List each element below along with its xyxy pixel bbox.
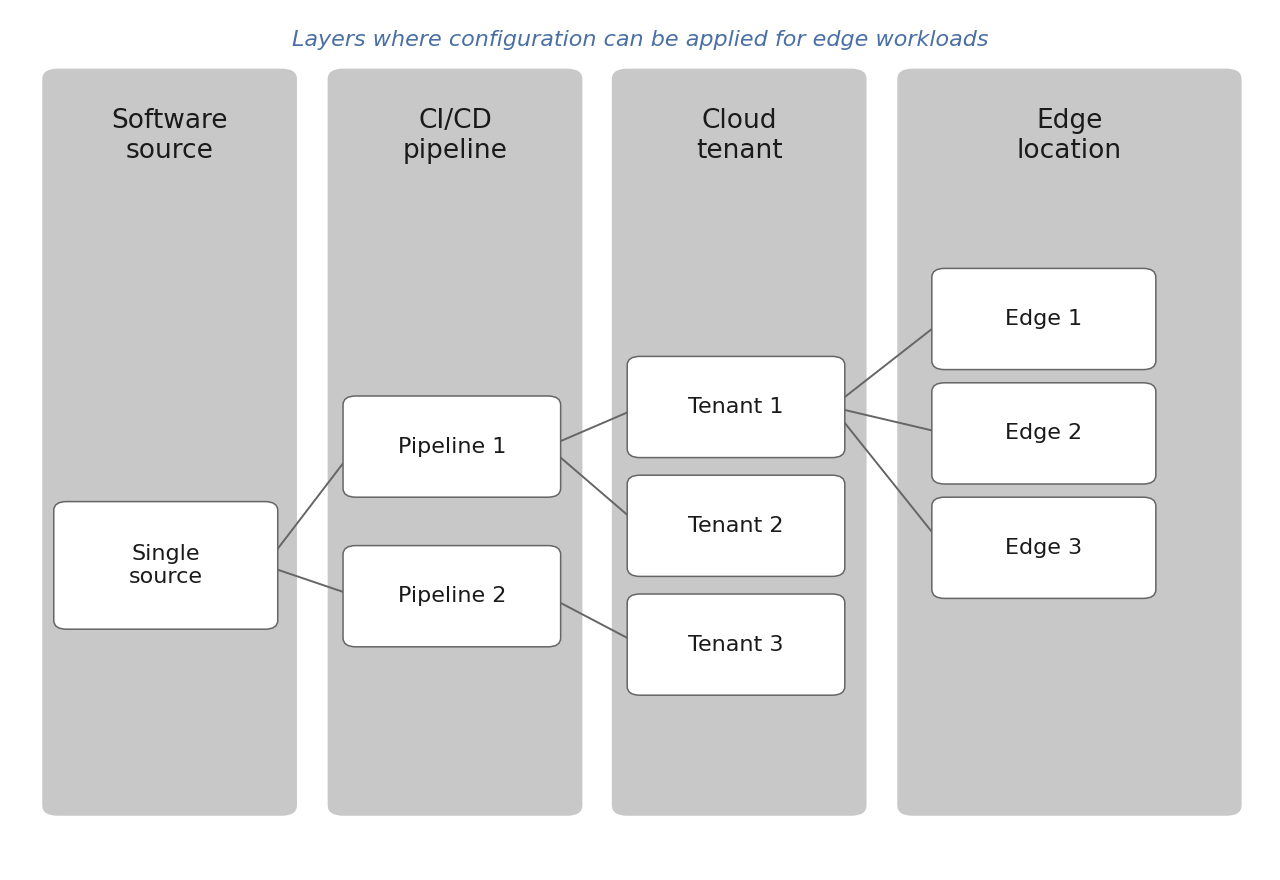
Text: Pipeline 2: Pipeline 2 — [398, 586, 506, 606]
Text: Tenant 2: Tenant 2 — [689, 516, 783, 536]
Text: Tenant 3: Tenant 3 — [689, 634, 783, 655]
FancyBboxPatch shape — [932, 383, 1156, 484]
Text: Pipeline 1: Pipeline 1 — [398, 436, 506, 457]
Text: Edge
location: Edge location — [1016, 108, 1123, 165]
FancyBboxPatch shape — [343, 546, 561, 647]
Text: Edge 2: Edge 2 — [1005, 423, 1083, 444]
FancyBboxPatch shape — [42, 69, 297, 816]
Text: Cloud
tenant: Cloud tenant — [696, 108, 782, 165]
FancyBboxPatch shape — [612, 69, 867, 816]
FancyBboxPatch shape — [627, 356, 845, 458]
FancyBboxPatch shape — [54, 502, 278, 629]
FancyBboxPatch shape — [343, 396, 561, 497]
Text: Edge 1: Edge 1 — [1005, 309, 1083, 329]
FancyBboxPatch shape — [897, 69, 1242, 816]
Text: Edge 3: Edge 3 — [1005, 538, 1083, 558]
Text: Software
source: Software source — [111, 108, 228, 165]
Text: CI/CD
pipeline: CI/CD pipeline — [403, 108, 507, 165]
FancyBboxPatch shape — [932, 268, 1156, 370]
FancyBboxPatch shape — [328, 69, 582, 816]
Text: Single
source: Single source — [129, 544, 202, 587]
Text: Layers where configuration can be applied for edge workloads: Layers where configuration can be applie… — [292, 30, 988, 49]
Text: Tenant 1: Tenant 1 — [689, 397, 783, 417]
FancyBboxPatch shape — [627, 475, 845, 576]
FancyBboxPatch shape — [627, 594, 845, 695]
FancyBboxPatch shape — [932, 497, 1156, 598]
